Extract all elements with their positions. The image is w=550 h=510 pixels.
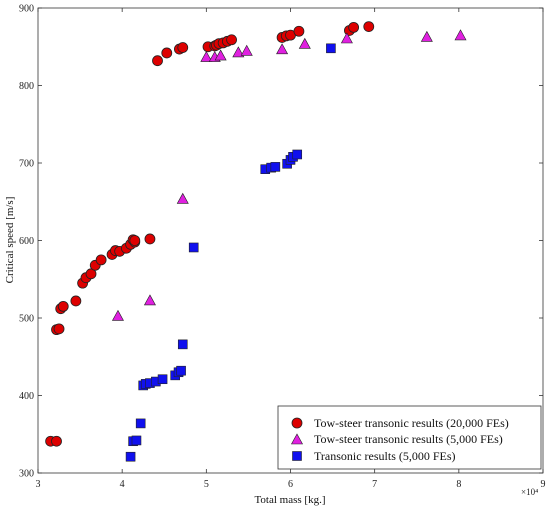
data-point-circle — [152, 55, 163, 67]
data-point-circle — [293, 25, 305, 37]
data-point-triangle — [176, 192, 189, 204]
legend-label-tow-steer-5000: Tow-steer transonic results (5,000 FEs) — [314, 432, 503, 446]
data-point-triangle — [276, 43, 289, 55]
y-tick-label: 700 — [19, 159, 34, 170]
data-point-circle — [53, 323, 65, 335]
data-point-triangle — [111, 309, 124, 321]
x-axis: 3 4 5 6 7 8 9 — [36, 8, 546, 490]
data-point-square — [135, 418, 146, 429]
data-point-triangle — [420, 30, 433, 42]
x-tick-label: 8 — [456, 479, 461, 490]
y-tick-label: 600 — [19, 236, 34, 247]
legend-circle-marker — [291, 417, 303, 429]
legend-square-marker — [292, 451, 302, 461]
y-tick-label: 800 — [19, 81, 34, 92]
legend-box — [277, 405, 542, 470]
y-axis: 300 400 500 600 700 800 900 — [19, 4, 543, 480]
data-point-square — [188, 242, 199, 253]
data-point-square — [270, 162, 281, 172]
data-point-circle — [226, 34, 237, 46]
legend-triangle-marker — [290, 433, 304, 445]
data-point-square — [157, 374, 168, 385]
y-tick-label: 500 — [19, 314, 34, 325]
data-point-circle — [95, 254, 107, 266]
data-point-circle — [348, 21, 360, 33]
x-tick-label: 7 — [372, 479, 377, 490]
x-tick-label: 3 — [36, 479, 41, 490]
y-axis-title: Critical speed [m/s] — [4, 197, 16, 284]
data-point-triangle — [340, 32, 353, 44]
data-point-triangle — [298, 37, 311, 49]
x-tick-label: 4 — [120, 479, 125, 490]
data-point-square — [131, 435, 142, 446]
data-point-triangle — [214, 49, 227, 61]
x-tick-label: 6 — [288, 479, 293, 490]
legend: Tow-steer transonic results (20,000 FEs)… — [277, 405, 542, 470]
data-point-circle — [363, 21, 375, 33]
data-point-square — [125, 451, 136, 462]
data-point-square — [176, 365, 186, 376]
data-points — [45, 21, 467, 462]
data-point-triangle — [200, 50, 213, 62]
x-tick-label: 5 — [204, 479, 209, 490]
x-tick-label: 9 — [541, 479, 546, 490]
legend-label-transonic-5000: Transonic results (5,000 FEs) — [314, 449, 456, 463]
data-point-square — [177, 339, 188, 350]
legend-label-tow-steer-20000: Tow-steer transonic results (20,000 FEs) — [314, 416, 509, 430]
plot-area — [37, 7, 544, 474]
data-point-triangle — [232, 46, 245, 58]
y-tick-label: 900 — [19, 4, 34, 15]
data-point-circle — [85, 268, 97, 280]
x-multiplier-label: ×10⁴ — [521, 487, 538, 497]
data-point-circle — [51, 435, 62, 447]
data-point-triangle — [143, 294, 156, 306]
data-point-square — [326, 43, 336, 54]
y-tick-label: 400 — [19, 391, 34, 402]
data-point-triangle — [454, 29, 467, 41]
data-point-circle — [161, 47, 173, 59]
data-point-circle — [144, 233, 156, 245]
data-point-triangle — [240, 44, 253, 56]
data-point-square — [292, 149, 303, 160]
data-point-circle — [129, 235, 141, 246]
data-point-circle — [177, 42, 189, 53]
x-axis-title: Total mass [kg.] — [254, 494, 325, 506]
data-point-circle — [57, 300, 69, 312]
y-tick-label: 300 — [19, 469, 34, 480]
data-point-circle — [70, 295, 82, 307]
